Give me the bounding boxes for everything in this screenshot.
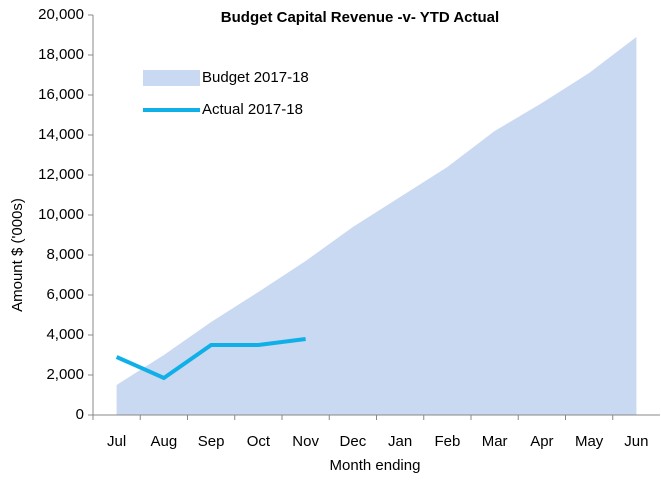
legend-swatch (143, 70, 200, 86)
x-tick-label: Mar (482, 433, 508, 450)
y-tick-label: 4,000 (46, 326, 84, 343)
x-tick-label: Sep (198, 433, 225, 450)
x-tick-label: Aug (151, 433, 178, 450)
x-tick-label: Feb (434, 433, 460, 450)
y-tick-label: 18,000 (38, 46, 84, 63)
legend-label: Actual 2017-18 (202, 101, 303, 118)
y-axis-label: Amount $ ('000s) (9, 198, 26, 312)
y-tick-label: 2,000 (46, 366, 84, 383)
chart-title: Budget Capital Revenue -v- YTD Actual (221, 9, 499, 26)
legend-label: Budget 2017-18 (202, 69, 309, 86)
actual-line (115, 337, 306, 381)
y-tick-label: 6,000 (46, 286, 84, 303)
x-tick-label: Dec (340, 433, 367, 450)
y-tick-label: 12,000 (38, 166, 84, 183)
x-tick-label: Jul (107, 433, 126, 450)
x-tick-label: Apr (530, 433, 553, 450)
x-axis-label: Month ending (330, 457, 421, 474)
y-tick-label: 0 (76, 406, 84, 423)
x-tick-label: May (575, 433, 604, 450)
y-tick-label: 20,000 (38, 6, 84, 23)
x-tick-label: Oct (247, 433, 271, 450)
y-tick-label: 16,000 (38, 86, 84, 103)
x-tick-label: Jun (624, 433, 648, 450)
y-tick-label: 10,000 (38, 206, 84, 223)
y-tick-label: 14,000 (38, 126, 84, 143)
x-tick-label: Nov (292, 433, 319, 450)
x-tick-label: Jan (388, 433, 412, 450)
y-tick-label: 8,000 (46, 246, 84, 263)
budget-area (116, 37, 637, 415)
